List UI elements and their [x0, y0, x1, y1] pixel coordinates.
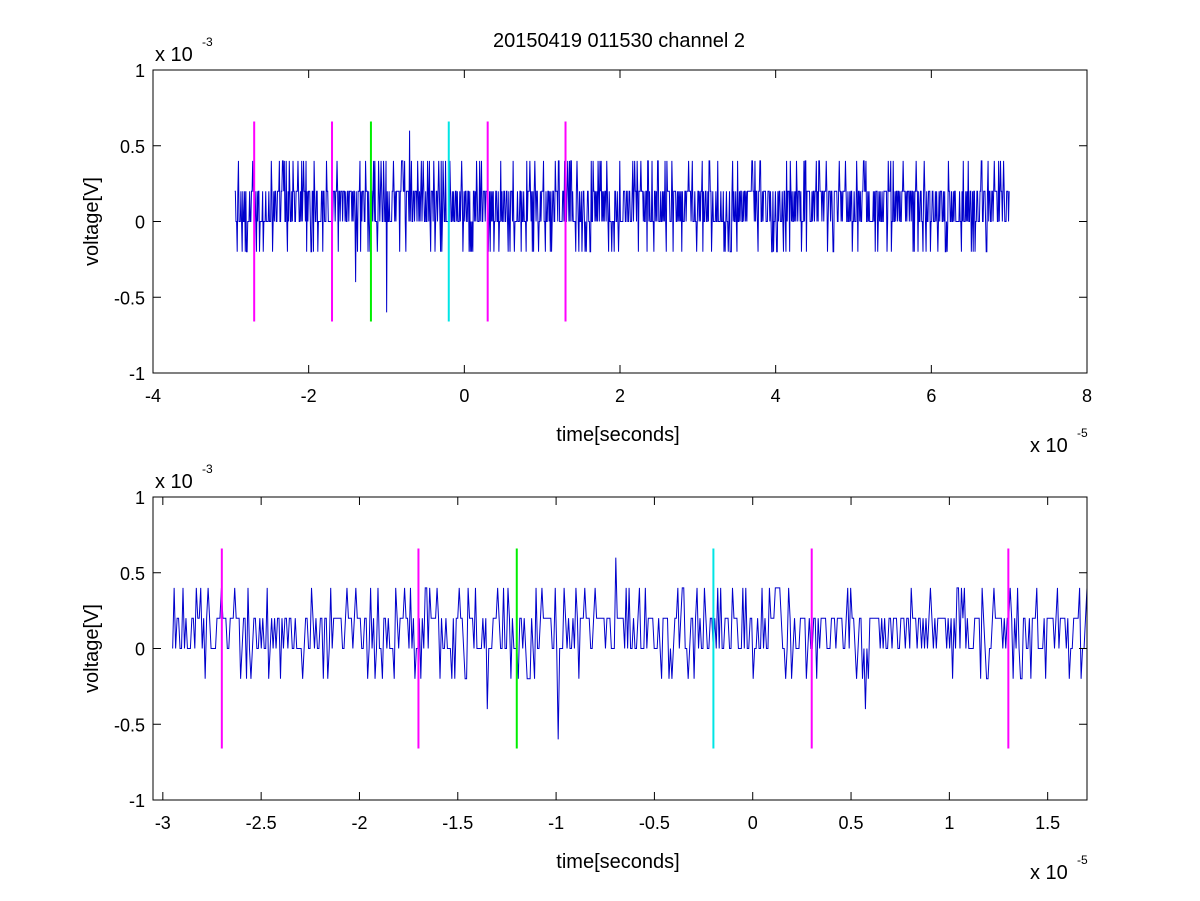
y-tick-label-top-3: 0.5: [120, 137, 145, 157]
x-tick-label-bottom-3: -1.5: [442, 813, 473, 833]
x-tick-label-bottom-4: -1: [548, 813, 564, 833]
x-tick-label-top-3: 2: [615, 386, 625, 406]
subplot-top: -4 -2 0 2 4 6 8 -1 -0.5 0 0.5 1 time[seconds] volta…: [81, 35, 1092, 457]
y-exponent-bottom: x 10 -3: [155, 462, 213, 493]
x-exponent-top: x 10 -5: [1030, 426, 1088, 457]
y-axis-label-top: voltage[V]: [81, 177, 103, 266]
y-exponent-prefix-top: x 10: [155, 44, 193, 66]
y-tick-label-bottom-2: 0: [135, 640, 145, 660]
x-tick-label-bottom-5: -0.5: [639, 813, 670, 833]
x-exponent-power-bottom: -5: [1077, 853, 1088, 867]
event-markers-bottom: [220, 548, 1010, 749]
x-tick-label-bottom-1: -2.5: [246, 813, 277, 833]
y-tick-label-top-4: 1: [135, 61, 145, 81]
y-tick-label-bottom-4: 1: [135, 488, 145, 508]
x-axis-label-top: time[seconds]: [556, 424, 679, 446]
x-tick-label-top-2: 0: [459, 386, 469, 406]
subplot-bottom: -3 -2.5 -2 -1.5 -1 -0.5 0 0.5 1 1.5 -1 -0.5 0 0.5 1 ti…: [81, 462, 1088, 884]
event-markers-top: [253, 121, 567, 322]
x-tick-label-top-1: -2: [301, 386, 317, 406]
y-exponent-power-bottom: -3: [202, 462, 213, 476]
y-axis-label-bottom: voltage[V]: [81, 604, 103, 693]
y-tick-label-top-2: 0: [135, 213, 145, 233]
x-exponent-bottom: x 10 -5: [1030, 853, 1088, 884]
x-tick-label-bottom-0: -3: [155, 813, 171, 833]
x-tick-label-bottom-8: 1: [944, 813, 954, 833]
x-exponent-prefix-bottom: x 10: [1030, 862, 1068, 884]
x-exponent-prefix-top: x 10: [1030, 435, 1068, 457]
y-exponent-power-top: -3: [202, 35, 213, 49]
x-tick-label-bottom-6: 0: [748, 813, 758, 833]
y-tick-label-bottom-1: -0.5: [114, 715, 145, 735]
y-tick-label-bottom-3: 0.5: [120, 564, 145, 584]
y-tick-label-bottom-0: -1: [129, 791, 145, 811]
x-tick-label-top-6: 8: [1082, 386, 1092, 406]
x-tick-label-bottom-7: 0.5: [839, 813, 864, 833]
x-exponent-power-top: -5: [1077, 426, 1088, 440]
x-tick-label-bottom-2: -2: [351, 813, 367, 833]
signal-trace-bottom: [172, 557, 1088, 740]
x-tick-label-top-0: -4: [145, 386, 161, 406]
ticks-bottom: -3 -2.5 -2 -1.5 -1 -0.5 0 0.5 1 1.5 -1 -0.5 0 0.5 1: [114, 488, 1087, 833]
x-tick-label-bottom-9: 1.5: [1035, 813, 1060, 833]
x-axis-label-bottom: time[seconds]: [556, 851, 679, 873]
x-tick-label-top-4: 4: [771, 386, 781, 406]
signal-line-top: [234, 130, 1010, 313]
signal-trace-top: [234, 130, 1010, 313]
y-exponent-prefix-bottom: x 10: [155, 471, 193, 493]
x-tick-label-top-5: 6: [926, 386, 936, 406]
signal-line-bottom: [172, 557, 1088, 740]
y-exponent-top: x 10 -3: [155, 35, 213, 66]
figure-title: 20150419 011530 channel 2: [493, 30, 745, 52]
ticks-top: -4 -2 0 2 4 6 8 -1 -0.5 0 0.5 1: [114, 61, 1092, 406]
y-tick-label-top-1: -0.5: [114, 288, 145, 308]
y-tick-label-top-0: -1: [129, 364, 145, 384]
